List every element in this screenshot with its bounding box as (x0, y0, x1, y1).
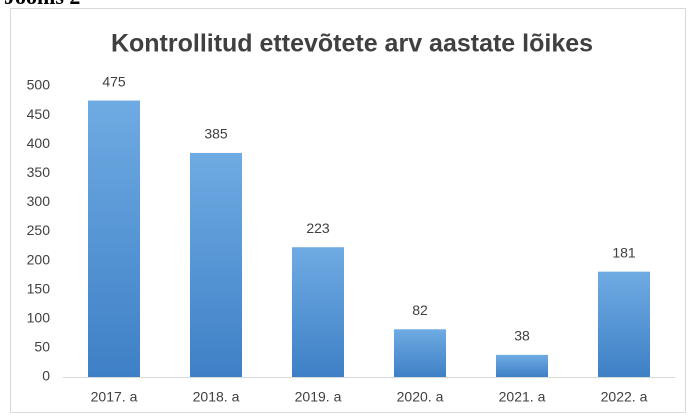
data-label: 385 (204, 126, 228, 142)
caption: Joonis 2 (4, 0, 80, 9)
y-tick-label: 300 (27, 193, 51, 209)
data-label: 82 (412, 302, 428, 318)
bar (394, 329, 446, 377)
y-tick-label: 500 (27, 77, 51, 93)
data-label: 38 (514, 328, 530, 344)
x-tick-label: 2018. a (193, 389, 240, 405)
bar (292, 247, 344, 377)
y-tick-label: 0 (42, 368, 50, 384)
y-tick-label: 450 (27, 106, 51, 122)
y-tick-label: 350 (27, 164, 51, 180)
y-tick-label: 400 (27, 135, 51, 151)
y-tick-label: 150 (27, 280, 51, 296)
bar (496, 354, 548, 377)
data-label: 181 (612, 244, 636, 260)
bar (88, 100, 140, 378)
x-tick-label: 2017. a (91, 389, 138, 405)
data-label: 475 (102, 73, 126, 89)
x-tick-label: 2019. a (295, 389, 342, 405)
y-tick-label: 100 (27, 310, 51, 326)
y-tick-label: 50 (34, 339, 50, 355)
x-tick-label: 2022. a (601, 389, 648, 405)
bar (598, 271, 650, 377)
bar (190, 152, 242, 377)
y-tick-label: 200 (27, 251, 51, 267)
chart-title: Kontrollitud ettevõtete arv aastate lõik… (111, 30, 593, 58)
data-label: 223 (306, 220, 330, 236)
x-tick-label: 2021. a (499, 389, 546, 405)
x-tick-label: 2020. a (397, 389, 444, 405)
y-tick-label: 250 (27, 222, 51, 238)
